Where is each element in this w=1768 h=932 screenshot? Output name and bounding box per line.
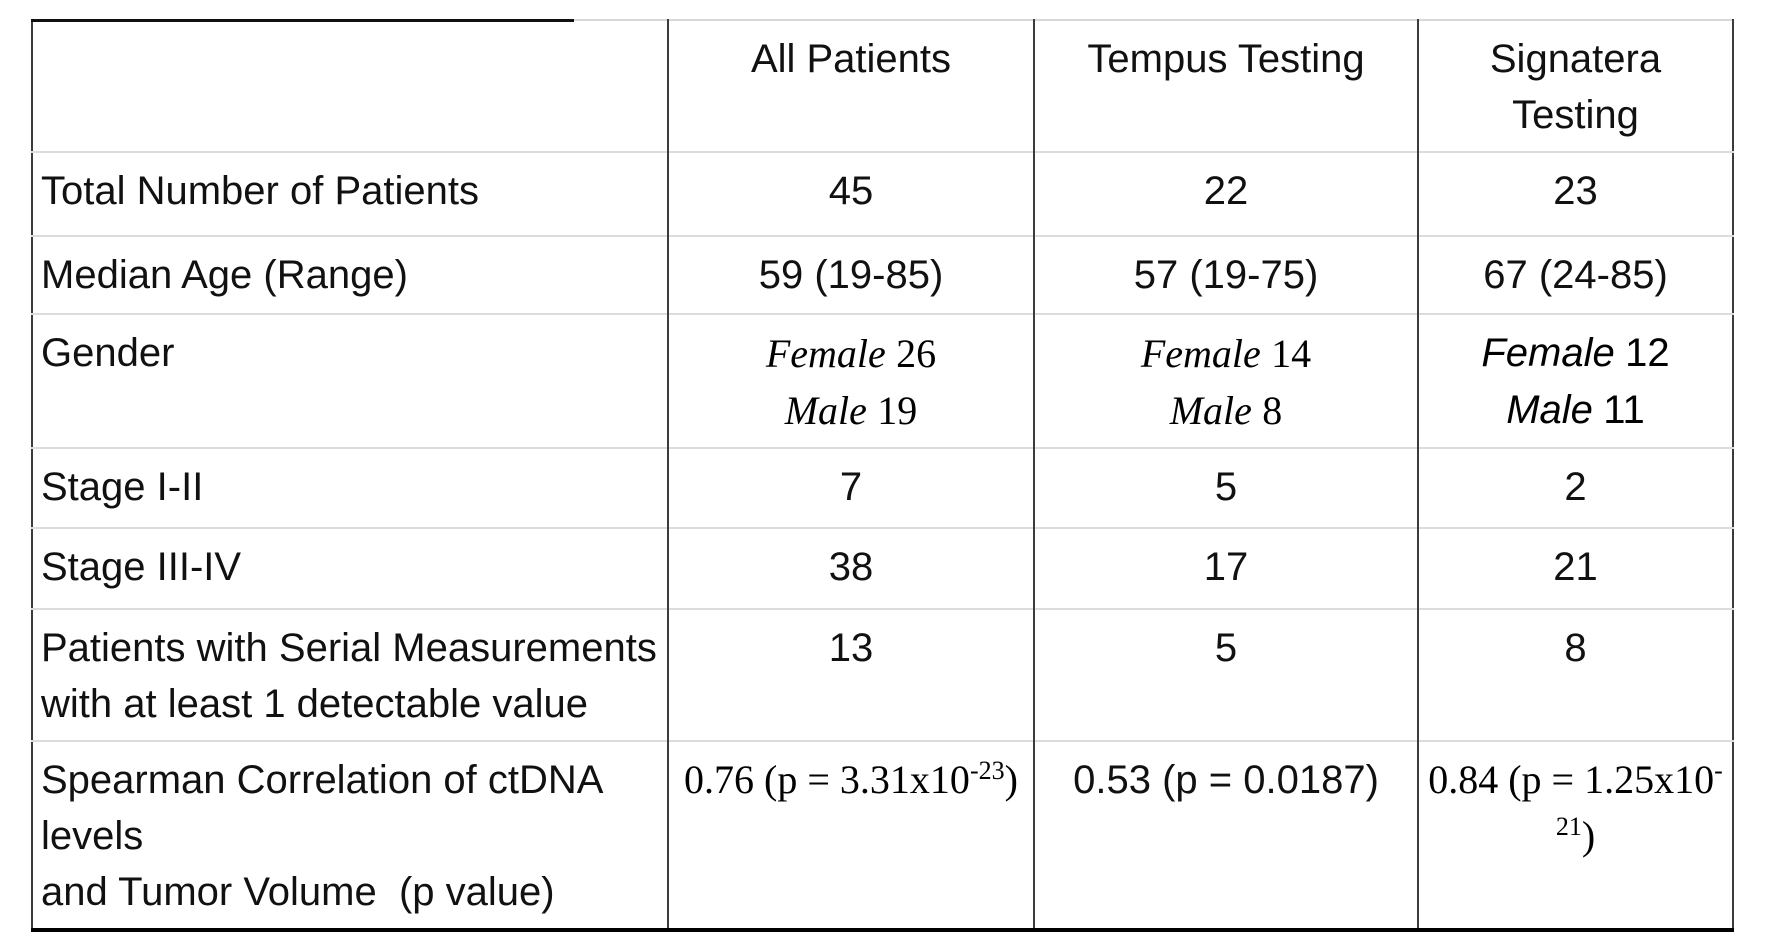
stage-1-2-tempus: 5 — [1033, 447, 1418, 528]
female-count: 26 — [896, 331, 937, 376]
male-count: 8 — [1262, 388, 1283, 433]
total-patients-signatera: 23 — [1417, 151, 1733, 236]
close-paren: ) — [1581, 813, 1596, 858]
median-age-all: 59 (19-85) — [667, 235, 1034, 314]
label-spearman-correlation: Spearman Correlation of ctDNA levels and… — [32, 740, 668, 930]
total-patients-all: 45 — [667, 151, 1034, 236]
stage-3-4-signatera: 21 — [1417, 527, 1733, 609]
stage-1-2-all: 7 — [667, 447, 1034, 528]
male-label: Male — [1506, 388, 1593, 432]
correlation-value: 0.76 (p = 3.31x10 — [684, 757, 970, 802]
label-total-patients: Total Number of Patients — [32, 151, 668, 236]
label-stage-1-2: Stage I-II — [32, 447, 668, 528]
total-patients-tempus: 22 — [1033, 151, 1418, 236]
gender-all-female-line: Female 26 — [677, 325, 1025, 382]
gender-all-male-line: Male 19 — [677, 382, 1025, 439]
male-label: Male — [784, 388, 867, 433]
label-line-1: Spearman Correlation of ctDNA levels — [41, 758, 602, 858]
median-age-signatera: 67 (24-85) — [1417, 235, 1733, 314]
label-line-2: and Tumor Volume (p value) — [41, 870, 555, 914]
female-label: Female — [1140, 331, 1261, 376]
table-top-border-accent — [31, 19, 574, 22]
spearman-all: 0.76 (p = 3.31x10-23) — [667, 740, 1034, 930]
spearman-signatera: 0.84 (p = 1.25x10-21) — [1417, 740, 1733, 930]
row-gender: Gender Female 26 Male 19 Female 14 Male 8 Fe… — [32, 313, 1733, 448]
stage-3-4-tempus: 17 — [1033, 527, 1418, 609]
label-serial-measurements: Patients with Serial Measurements with a… — [32, 608, 668, 741]
female-count: 12 — [1625, 331, 1670, 375]
serial-tempus: 5 — [1033, 608, 1418, 741]
row-total-patients: Total Number of Patients 45 22 23 — [32, 151, 1733, 236]
patient-characteristics-table: All Patients Tempus Testing Signatera Te… — [31, 19, 1734, 932]
gender-signatera-female-line: Female 12 — [1427, 325, 1724, 382]
male-count: 11 — [1603, 388, 1645, 432]
male-count: 19 — [877, 388, 918, 433]
stage-1-2-signatera: 2 — [1417, 447, 1733, 528]
gender-tempus-male-line: Male 8 — [1043, 382, 1409, 439]
row-spearman-correlation: Spearman Correlation of ctDNA levels and… — [32, 740, 1733, 930]
row-serial-measurements: Patients with Serial Measurements with a… — [32, 608, 1733, 741]
stage-3-4-all: 38 — [667, 527, 1034, 609]
table-header-row: All Patients Tempus Testing Signatera Te… — [32, 20, 1733, 152]
exponent: -23 — [969, 755, 1005, 785]
patient-characteristics-table-wrap: All Patients Tempus Testing Signatera Te… — [31, 19, 1734, 932]
gender-all: Female 26 Male 19 — [667, 313, 1034, 448]
gender-tempus-female-line: Female 14 — [1043, 325, 1409, 382]
header-signatera-testing: Signatera Testing — [1417, 20, 1733, 152]
row-median-age: Median Age (Range) 59 (19-85) 57 (19-75)… — [32, 235, 1733, 314]
correlation-value: 0.84 (p = 1.25x10 — [1428, 757, 1715, 802]
female-label: Female — [765, 331, 886, 376]
gender-signatera: Female 12 Male 11 — [1417, 313, 1733, 448]
close-paren: ) — [1004, 757, 1018, 802]
gender-tempus: Female 14 Male 8 — [1033, 313, 1418, 448]
median-age-tempus: 57 (19-75) — [1033, 235, 1418, 314]
label-median-age: Median Age (Range) — [32, 235, 668, 314]
gender-signatera-male-line: Male 11 — [1427, 382, 1724, 439]
label-line-1: Patients with Serial Measurements — [41, 626, 657, 670]
male-label: Male — [1169, 388, 1252, 433]
header-empty-cell — [32, 20, 668, 152]
header-all-patients: All Patients — [667, 20, 1034, 152]
female-label: Female — [1481, 331, 1615, 375]
female-count: 14 — [1271, 331, 1312, 376]
correlation-value: 0.53 (p = 0.0187) — [1073, 758, 1379, 802]
header-tempus-testing: Tempus Testing — [1033, 20, 1418, 152]
label-stage-3-4: Stage III-IV — [32, 527, 668, 609]
label-gender: Gender — [32, 313, 668, 448]
serial-signatera: 8 — [1417, 608, 1733, 741]
spearman-tempus: 0.53 (p = 0.0187) — [1033, 740, 1418, 930]
label-line-2: with at least 1 detectable value — [41, 682, 589, 726]
row-stage-1-2: Stage I-II 7 5 2 — [32, 447, 1733, 528]
serial-all: 13 — [667, 608, 1034, 741]
row-stage-3-4: Stage III-IV 38 17 21 — [32, 527, 1733, 609]
